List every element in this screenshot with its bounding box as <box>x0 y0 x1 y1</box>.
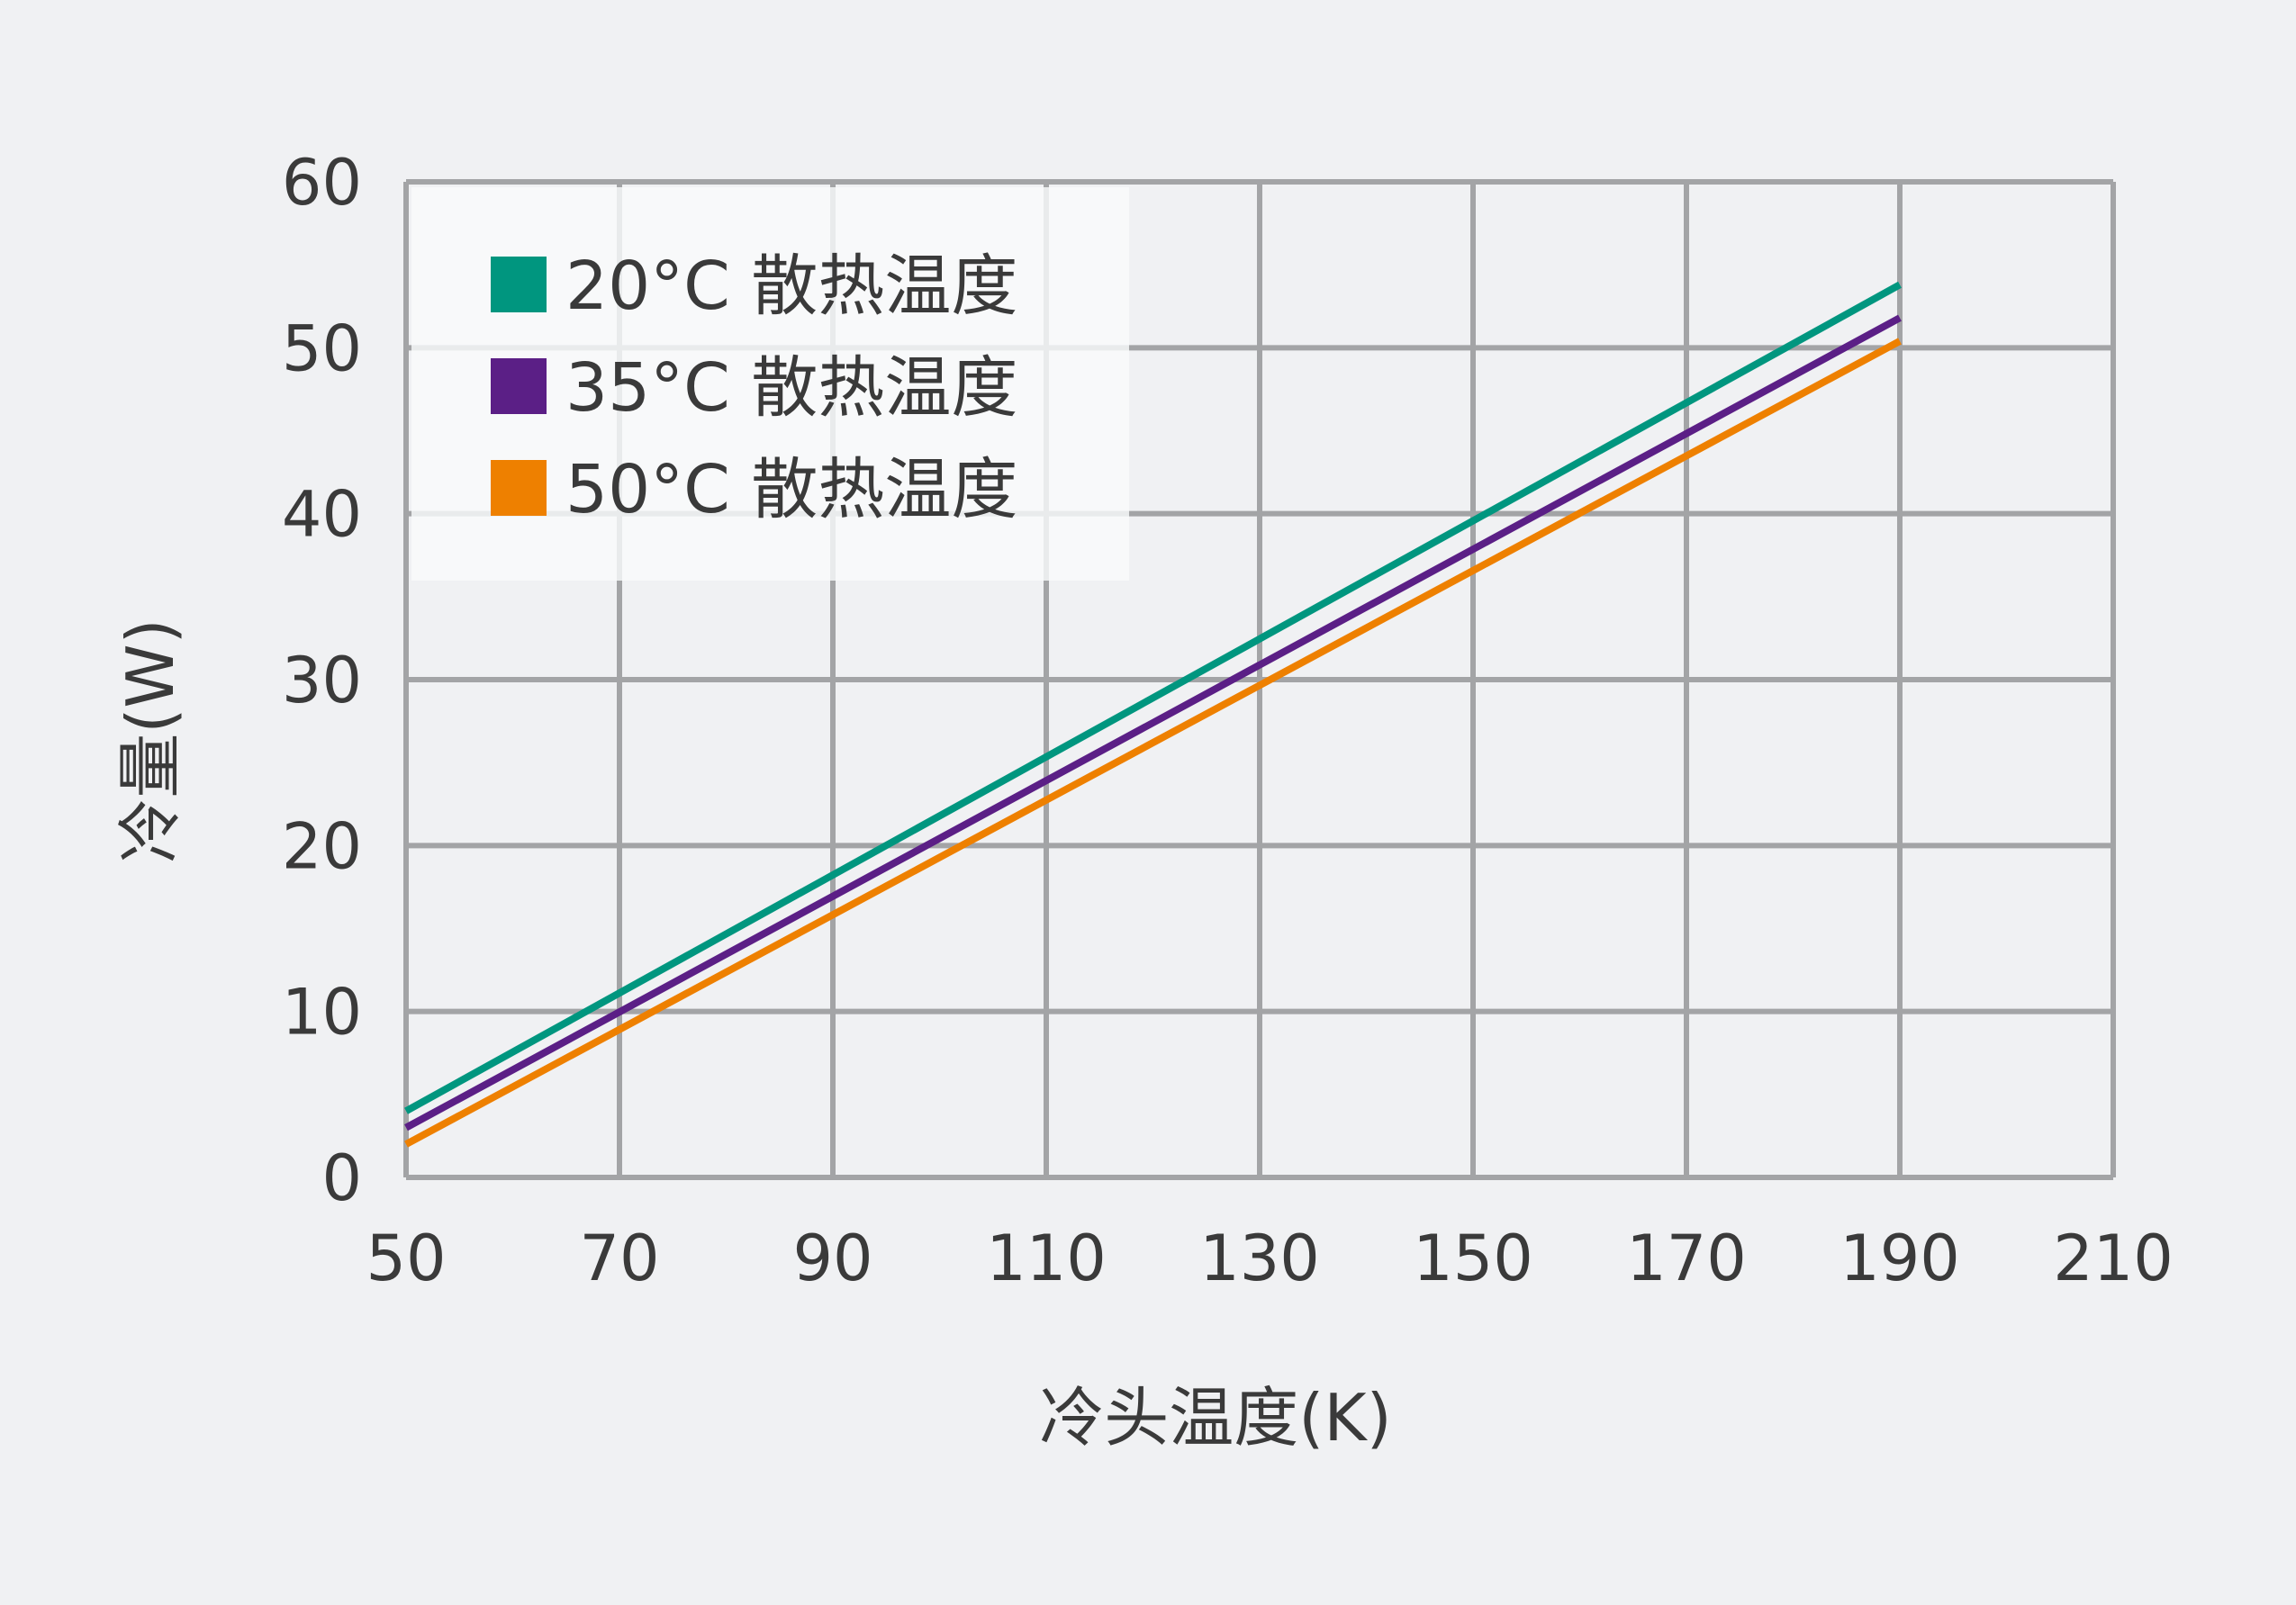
x-tick-label: 170 <box>1626 1222 1747 1295</box>
legend-swatch-1 <box>491 257 547 312</box>
y-tick-label: 60 <box>282 146 362 220</box>
y-tick-label: 40 <box>282 478 362 552</box>
x-axis-ticks: 50 70 90 110 130 150 170 190 210 <box>366 1222 2173 1295</box>
series-line-1 <box>404 281 1902 1114</box>
x-tick-label: 190 <box>1840 1222 1960 1295</box>
y-tick-label: 10 <box>282 976 362 1050</box>
legend-swatch-3 <box>491 460 547 516</box>
x-tick-label: 70 <box>579 1222 659 1295</box>
y-axis-title: 冷量(W) <box>113 618 188 862</box>
y-tick-label: 30 <box>282 644 362 717</box>
y-tick-label: 0 <box>321 1141 362 1215</box>
grid <box>403 179 2116 1180</box>
legend: 20°C 散热温度 35°C 散热温度 50°C 散热温度 <box>411 187 1129 581</box>
x-tick-label: 150 <box>1413 1222 1533 1295</box>
x-tick-label: 50 <box>366 1222 446 1295</box>
series-line-2 <box>404 314 1902 1132</box>
y-tick-label: 20 <box>282 809 362 883</box>
x-tick-label: 210 <box>2053 1222 2174 1295</box>
series-line-3 <box>404 338 1902 1148</box>
x-tick-label: 130 <box>1199 1222 1320 1295</box>
legend-label-2: 35°C 散热温度 <box>565 349 1017 427</box>
series-lines <box>404 281 1902 1148</box>
legend-swatch-2 <box>491 358 547 414</box>
x-tick-label: 90 <box>792 1222 872 1295</box>
legend-label-1: 20°C 散热温度 <box>565 248 1017 325</box>
y-axis-ticks: 0 10 20 30 40 50 60 <box>282 146 362 1215</box>
y-tick-label: 50 <box>282 311 362 385</box>
legend-label-3: 50°C 散热温度 <box>565 451 1017 528</box>
x-axis-title: 冷头温度(K) <box>1039 1380 1391 1456</box>
x-tick-label: 110 <box>986 1222 1107 1295</box>
